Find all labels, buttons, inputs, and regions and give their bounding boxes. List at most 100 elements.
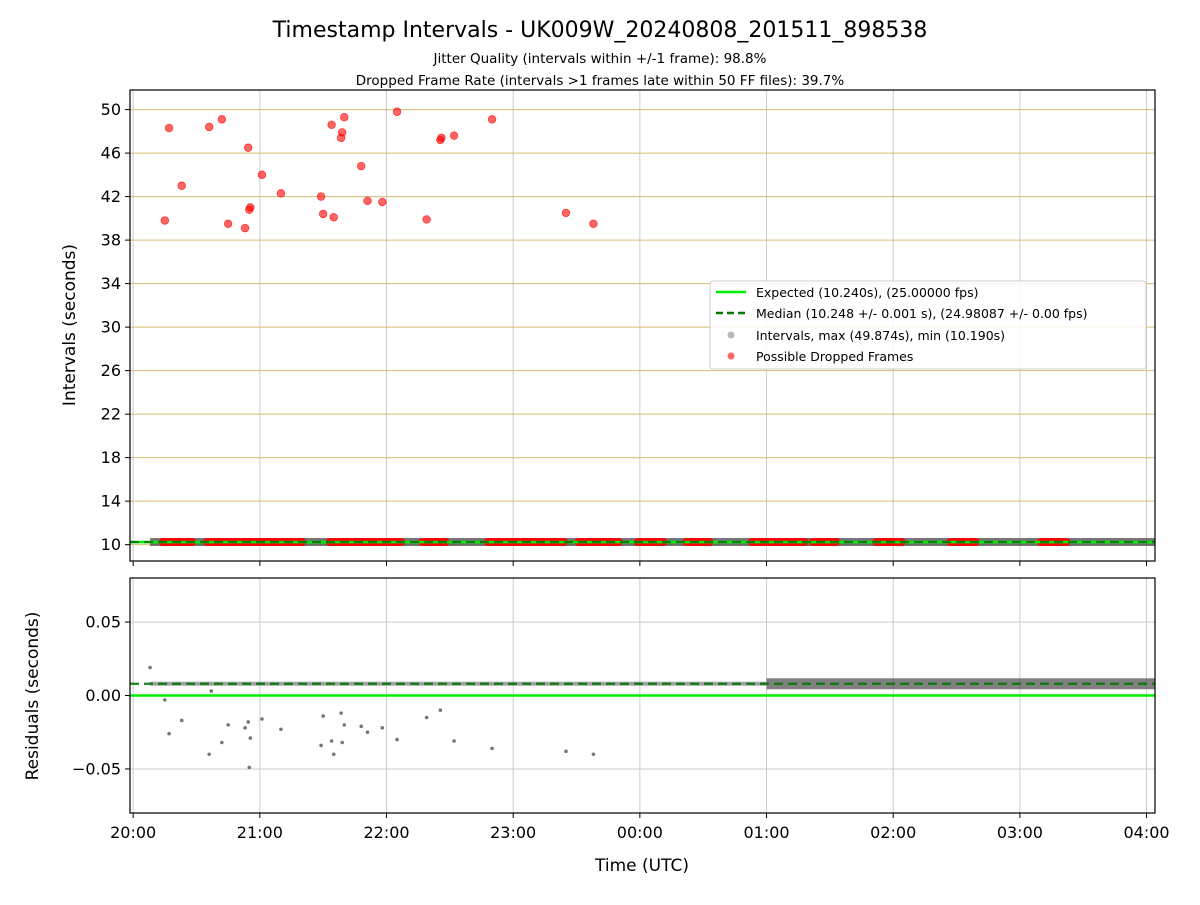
chart-title: Timestamp Intervals - UK009W_20240808_20…: [272, 18, 928, 43]
x-tick-label: 02:00: [870, 823, 916, 842]
x-tick-label: 22:00: [363, 823, 409, 842]
residual-point: [246, 720, 251, 724]
dropped-frame-point: [318, 209, 328, 219]
dropped-frame-point: [257, 170, 267, 180]
dropped-frame-point: [363, 196, 372, 206]
residual-point: [591, 752, 596, 757]
x-tick-label: 21:00: [237, 823, 283, 842]
residual-point: [279, 727, 283, 732]
dropped-frame-point: [276, 189, 286, 198]
bottom-panel-series: [130, 665, 1155, 770]
dropped-frame-point: [223, 219, 233, 228]
x-tick-label: 04:00: [1124, 823, 1170, 842]
dropped-frame-point: [392, 107, 402, 116]
top-y-tick-label: 46: [101, 144, 121, 163]
chart-subtitle-jitter: Jitter Quality (intervals within +/-1 fr…: [433, 51, 767, 67]
residual-point: [340, 740, 344, 745]
residual-point: [243, 726, 247, 730]
dropped-frame-point: [329, 213, 338, 222]
legend-box: [709, 280, 1147, 370]
residual-point: [319, 743, 323, 748]
residual-point: [220, 740, 224, 745]
residual-point: [179, 718, 184, 723]
residual-point: [564, 749, 568, 754]
dropped-frame-point: [487, 115, 497, 124]
dropped-frame-point: [160, 216, 170, 225]
dropped-frame-point: [337, 128, 347, 137]
residual-point: [226, 723, 230, 727]
x-axis-label: Time (UTC): [594, 856, 689, 876]
residual-point: [359, 724, 363, 729]
top-panel-frame: [129, 89, 1156, 562]
top-y-tick-label: 42: [101, 187, 121, 206]
top-y-tick-label: 10: [101, 535, 121, 554]
legend-expected-label: Expected (10.240s), (25.00000 fps): [756, 285, 978, 300]
top-panel-series: [130, 107, 1155, 546]
x-tick-label: 00:00: [617, 823, 663, 842]
dropped-frame-point: [356, 161, 366, 171]
top-panel-grid: [130, 90, 1155, 561]
dropped-frame-point: [340, 112, 349, 122]
dropped-frame-point: [204, 122, 214, 132]
x-tick-label: 23:00: [490, 823, 536, 842]
legend-dropped-label: Possible Dropped Frames: [756, 349, 913, 364]
top-y-tick-label: 18: [101, 448, 121, 467]
dropped-frame-point: [561, 208, 571, 218]
residual-point: [209, 689, 214, 693]
residual-point: [365, 730, 370, 735]
bottom-y-axis-label: Residuals (seconds): [23, 612, 43, 781]
top-y-axis-label: Intervals (seconds): [60, 244, 80, 406]
dropped-frame-point: [378, 197, 387, 207]
dropped-frame-point: [422, 215, 431, 224]
top-y-tick-label: 22: [101, 405, 121, 424]
dropped-frame-point: [449, 131, 459, 140]
dropped-frame-point: [244, 143, 253, 152]
x-tick-label: 03:00: [997, 823, 1043, 842]
top-y-tick-label: 26: [101, 361, 121, 380]
legend-median-label: Median (10.248 +/- 0.001 s), (24.98087 +…: [756, 306, 1087, 321]
residual-point: [380, 726, 385, 730]
top-y-tick-label: 14: [101, 492, 121, 511]
bottom-y-tick-label: −0.05: [72, 759, 121, 778]
residual-point: [339, 711, 343, 715]
dropped-frame-point: [217, 115, 227, 124]
x-tick-label: 20:00: [110, 823, 156, 842]
top-y-tick-label: 30: [101, 318, 121, 337]
residual-point: [342, 723, 347, 727]
residual-point: [438, 708, 443, 712]
residual-point: [490, 746, 494, 751]
dropped-frame-point: [164, 123, 174, 133]
residual-point: [321, 714, 325, 718]
residual-point: [260, 717, 264, 721]
dropped-frame-point: [589, 219, 598, 228]
residual-point: [331, 752, 336, 757]
legend-intervals-label: Intervals, max (49.874s), min (10.190s): [756, 328, 1005, 343]
bottom-y-tick-label: 0.05: [85, 613, 121, 632]
top-y-tick-label: 50: [101, 100, 121, 119]
residual-point: [248, 736, 253, 740]
residual-point: [167, 731, 171, 736]
residual-point: [163, 698, 167, 702]
dropped-frame-point: [327, 120, 336, 130]
dropped-frame-point: [246, 203, 255, 212]
residual-point: [207, 752, 211, 757]
residual-point: [329, 739, 334, 743]
dropped-frame-point: [316, 192, 326, 201]
residual-point: [247, 765, 252, 770]
residual-point: [452, 739, 456, 743]
bottom-panel-ticks: 20:00 21:00 22:00 23:00 00:00 01:00 02:00 03:00…: [72, 613, 1170, 842]
legend: Expected (10.240s), (25.00000 fps) Media…: [709, 280, 1147, 370]
dropped-frame-point: [437, 133, 446, 143]
top-y-tick-label: 34: [101, 274, 121, 293]
top-y-tick-label: 38: [101, 231, 121, 250]
dropped-frame-point: [177, 181, 186, 190]
residual-point: [395, 737, 399, 742]
legend-intervals-swatch: [727, 331, 735, 339]
x-tick-label: 01:00: [743, 823, 789, 842]
residual-point: [148, 665, 152, 670]
dropped-frame-point: [240, 223, 250, 233]
legend-dropped-swatch: [727, 352, 735, 360]
chart-subtitle-dropped-rate: Dropped Frame Rate (intervals >1 frames …: [356, 73, 845, 89]
